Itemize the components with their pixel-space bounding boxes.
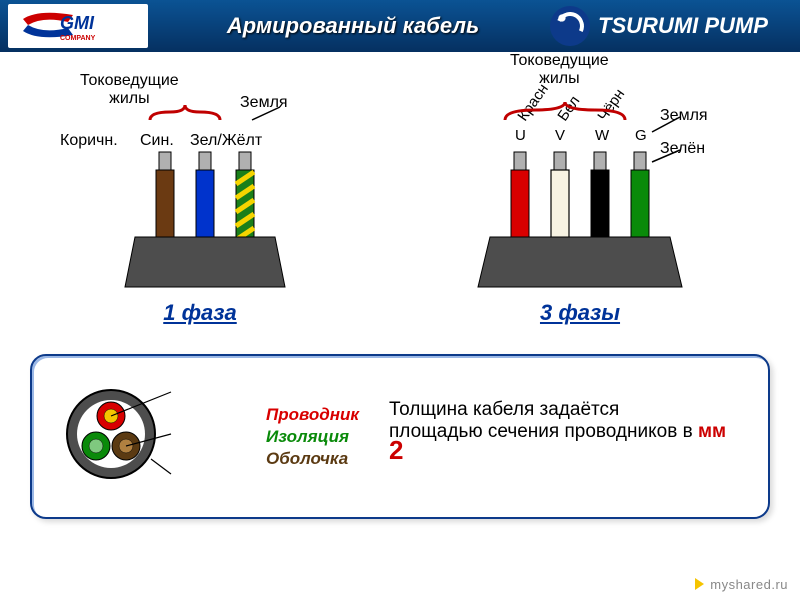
svg-text:G: G <box>635 127 647 144</box>
legend: Проводник Изоляция Оболочка <box>266 403 359 471</box>
wire2-label: Син. <box>140 132 174 150</box>
gmi-text: GMI <box>60 13 95 33</box>
phase3-earth-label: Земля <box>660 107 708 125</box>
phase1-earth-label: Земля <box>240 94 288 112</box>
thick-exp: 2 <box>389 435 403 465</box>
header-bar: GMI COMPANY Армированный кабель TSURUMI … <box>0 0 800 52</box>
svg-text:U: U <box>515 127 526 144</box>
cross-section <box>56 374 236 499</box>
svg-text:V: V <box>555 127 565 144</box>
thick-line2: площадью сечения проводников в мм 2 <box>389 421 744 474</box>
phase3-title: 3 фазы <box>410 300 750 326</box>
bottom-panel: Проводник Изоляция Оболочка Толщина кабе… <box>30 354 770 519</box>
legend-conductor: Проводник <box>266 405 359 425</box>
page-title: Армированный кабель <box>156 13 550 39</box>
swirl-icon <box>550 6 590 46</box>
thick-line1: Толщина кабеля задаётся <box>389 399 744 421</box>
thick-line2a: площадью сечения проводников в <box>389 421 698 442</box>
phase1-block: Токоведущиежилы Земля Коричн. Син. Зел/Ж… <box>50 72 350 326</box>
phase1-title: 1 фаза <box>50 300 350 326</box>
gmi-logo: GMI COMPANY <box>8 4 148 48</box>
play-icon <box>695 578 704 590</box>
phase3-block: Токоведущиежилы Земля Зелён КраснБелЧёрн… <box>410 72 750 326</box>
phase3-group-label: Токоведущиежилы <box>510 52 609 87</box>
svg-text:Чёрн: Чёрн <box>594 86 628 124</box>
legend-jacket: Оболочка <box>266 449 359 469</box>
phase3-svg: КраснБелЧёрн UVWG <box>430 72 730 292</box>
svg-text:Красн: Красн <box>514 81 552 125</box>
watermark: myshared.ru <box>695 577 788 592</box>
thickness-text: Толщина кабеля задаётся площадью сечения… <box>389 399 744 474</box>
tsurumi-text: TSURUMI PUMP <box>598 13 768 39</box>
wire1-label: Коричн. <box>60 132 118 150</box>
phase1-group-label: Токоведущиежилы <box>80 72 179 107</box>
svg-text:W: W <box>595 127 610 144</box>
diagram-area: Токоведущиежилы Земля Коричн. Син. Зел/Ж… <box>0 52 800 336</box>
tsurumi-logo: TSURUMI PUMP <box>550 6 800 46</box>
wire3-label: Зел/Жёлт <box>190 132 262 150</box>
phase3-earth-color: Зелён <box>660 140 705 158</box>
thick-unit: мм <box>698 421 726 442</box>
watermark-text: myshared.ru <box>710 577 788 592</box>
legend-insulation: Изоляция <box>266 427 359 447</box>
gmi-sub: COMPANY <box>60 35 96 42</box>
